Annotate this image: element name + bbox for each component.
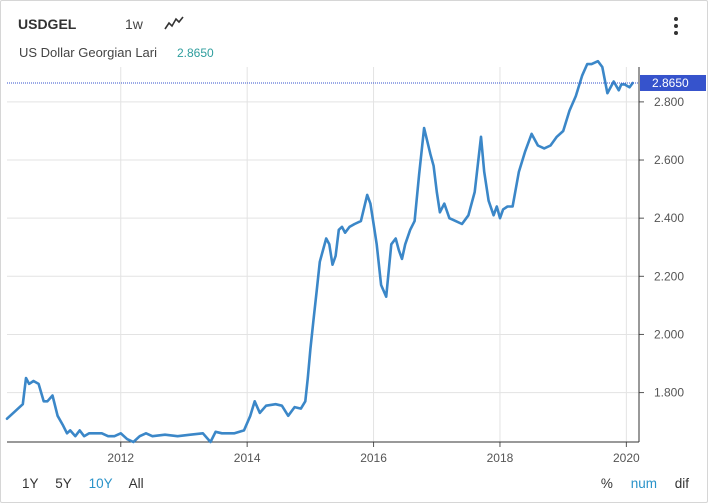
- y-tick-label: 2.800: [654, 95, 684, 109]
- last-price-tag: [640, 74, 706, 91]
- range-selector: 1Y 5Y 10Y All: [22, 476, 157, 491]
- x-tick-label: 2012: [107, 451, 134, 465]
- more-menu-icon[interactable]: [669, 15, 683, 39]
- mode-percent-button[interactable]: %: [600, 476, 613, 491]
- chart-grid: [7, 67, 639, 442]
- range-5y-button[interactable]: 5Y: [55, 476, 72, 491]
- x-tick-label: 2016: [360, 451, 387, 465]
- y-tick-label: 1.800: [654, 386, 684, 400]
- x-tick-label: 2020: [613, 451, 640, 465]
- last-price: 2.8650: [177, 46, 214, 60]
- y-tick-label: 2.000: [654, 327, 684, 341]
- chart-axes: 2012 2014 2016 2018 2020 1.800 2.000 2.200 2.400…: [7, 67, 684, 465]
- y-tick-label: 2.400: [654, 211, 684, 225]
- mode-dif-button[interactable]: dif: [674, 476, 689, 491]
- range-10y-button[interactable]: 10Y: [88, 476, 113, 491]
- instrument-name: US Dollar Georgian Lari: [19, 45, 158, 60]
- series-line: [5, 59, 635, 444]
- chart-series: [5, 59, 635, 444]
- range-all-button[interactable]: All: [128, 476, 144, 491]
- last-price-marker: 2.8650: [7, 74, 706, 91]
- y-tick-label: 2.600: [654, 153, 684, 167]
- interval-selector[interactable]: 1w: [125, 16, 143, 32]
- mode-selector: % num dif: [587, 476, 689, 491]
- x-tick-label: 2014: [234, 451, 261, 465]
- x-tick-label: 2018: [487, 451, 514, 465]
- chart-type-icon[interactable]: [164, 15, 184, 31]
- y-tick-label: 2.200: [654, 269, 684, 283]
- mode-num-button[interactable]: num: [630, 476, 657, 491]
- symbol-label: USDGEL: [18, 16, 77, 32]
- range-1y-button[interactable]: 1Y: [22, 476, 39, 491]
- last-price-tag-label: 2.8650: [652, 76, 689, 90]
